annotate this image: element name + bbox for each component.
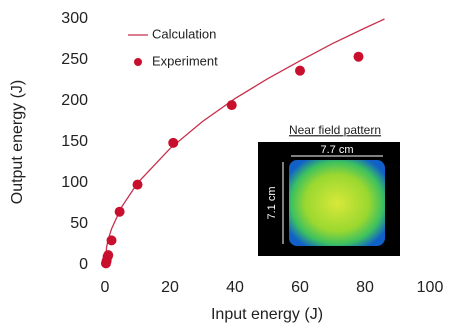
experiment-point bbox=[295, 66, 305, 76]
y-tick-label: 200 bbox=[61, 92, 88, 109]
experiment-point bbox=[103, 250, 113, 260]
legend-label: Experiment bbox=[152, 53, 218, 68]
y-tick-label: 300 bbox=[61, 10, 88, 27]
x-tick-label: 0 bbox=[101, 279, 110, 296]
y-tick-label: 100 bbox=[61, 174, 88, 191]
x-tick-label: 60 bbox=[291, 279, 309, 296]
experiment-point bbox=[133, 180, 143, 190]
x-tick-label: 40 bbox=[226, 279, 244, 296]
experiment-point bbox=[115, 207, 125, 217]
experiment-point bbox=[354, 52, 364, 62]
y-tick-label: 50 bbox=[70, 215, 88, 232]
x-tick-label: 100 bbox=[417, 279, 444, 296]
inset-title: Near field pattern bbox=[289, 123, 381, 137]
y-tick-label: 0 bbox=[79, 256, 88, 273]
experiment-point bbox=[227, 100, 237, 110]
chart: Output energy (J) Input energy (J) Near … bbox=[0, 0, 449, 327]
height-label: 7.1 cm bbox=[266, 186, 278, 219]
x-tick-label: 80 bbox=[356, 279, 374, 296]
experiment-point bbox=[107, 235, 117, 245]
legend-marker bbox=[134, 58, 142, 66]
width-label: 7.7 cm bbox=[320, 144, 353, 156]
y-axis-title: Output energy (J) bbox=[9, 80, 26, 205]
y-tick-label: 150 bbox=[61, 133, 88, 150]
experiment-point bbox=[168, 138, 178, 148]
beam-pattern bbox=[289, 160, 385, 246]
x-axis-title: Input energy (J) bbox=[211, 306, 323, 323]
x-tick-label: 20 bbox=[161, 279, 179, 296]
y-tick-label: 250 bbox=[61, 51, 88, 68]
legend-label: Calculation bbox=[152, 26, 216, 41]
